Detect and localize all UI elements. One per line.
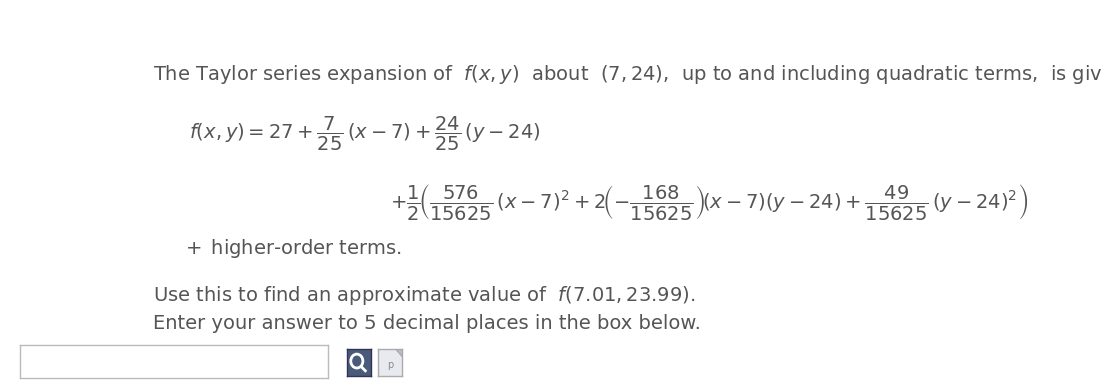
Text: p: p (387, 360, 393, 370)
Text: $+\,$ higher-order terms.: $+\,$ higher-order terms. (185, 237, 401, 259)
Text: The Taylor series expansion of  $f(x, y)$  about  $(7, 24)$,  up to and includin: The Taylor series expansion of $f(x, y)$… (153, 63, 1102, 86)
Polygon shape (395, 349, 402, 357)
Text: Enter your answer to 5 decimal places in the box below.: Enter your answer to 5 decimal places in… (153, 314, 701, 333)
Text: $f(x, y) = 27 + \dfrac{7}{25}\,(x - 7)+ \dfrac{24}{25}\,(y - 24)$: $f(x, y) = 27 + \dfrac{7}{25}\,(x - 7)+ … (190, 115, 541, 153)
Text: Use this to find an approximate value of  $f(7.01, 23.99)$.: Use this to find an approximate value of… (153, 284, 695, 307)
Text: $+\dfrac{1}{2}\!\left(\dfrac{576}{15625}\,(x - 7)^2 + 2\!\left(-\dfrac{168}{1562: $+\dfrac{1}{2}\!\left(\dfrac{576}{15625}… (390, 181, 1028, 222)
